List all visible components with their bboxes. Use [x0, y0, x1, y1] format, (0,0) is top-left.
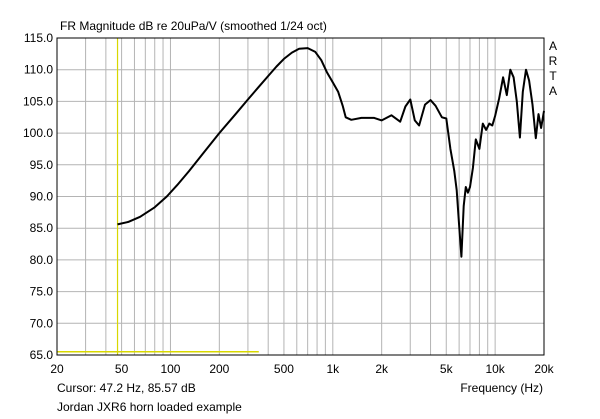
y-tick-label: 115.0	[24, 31, 53, 45]
arta-letter: A	[549, 39, 557, 53]
x-tick-label: 2k	[375, 362, 389, 376]
y-tick-labels: 115.0 110.0 105.0 100.0 95.0 90.0 85.0 80.0 75.0…	[23, 31, 53, 362]
cursor-readout: Cursor: 47.2 Hz, 85.57 dB	[57, 381, 196, 395]
y-tick-label: 105.0	[23, 94, 53, 108]
x-tick-label: 50	[115, 362, 129, 376]
x-tick-label: 1k	[326, 362, 340, 376]
x-tick-labels: 20 50 100 200 500 1k 2k 5k 10k 20k	[50, 362, 554, 376]
chart-caption: Jordan JXR6 horn loaded example	[57, 400, 242, 414]
plot-frame	[56, 37, 545, 356]
y-tick-label: 80.0	[30, 253, 54, 267]
x-tick-label: 5k	[440, 362, 454, 376]
chart-title: FR Magnitude dB re 20uPa/V (smoothed 1/2…	[60, 19, 327, 33]
x-tick-label: 20k	[534, 362, 554, 376]
arta-letter: R	[549, 54, 558, 68]
y-tick-label: 95.0	[30, 158, 54, 172]
y-tick-label: 70.0	[30, 316, 54, 330]
y-tick-label: 110.0	[24, 63, 53, 77]
y-tick-label: 85.0	[30, 221, 54, 235]
y-tick-label: 90.0	[30, 190, 54, 204]
x-tick-label: 200	[209, 362, 229, 376]
y-tick-label: 75.0	[30, 285, 54, 299]
arta-letter: A	[549, 84, 557, 98]
frequency-response-line	[117, 47, 545, 258]
arta-letter: T	[549, 69, 557, 83]
major-gridlines	[57, 69, 544, 324]
x-axis-label: Frequency (Hz)	[460, 381, 543, 395]
y-tick-label: 65.0	[30, 348, 54, 362]
x-tick-label: 100	[160, 362, 180, 376]
y-tick-label: 100.0	[23, 126, 53, 140]
x-tick-label: 10k	[485, 362, 505, 376]
x-tick-label: 20	[50, 362, 64, 376]
series-layer	[57, 38, 545, 355]
x-tick-label: 500	[274, 362, 294, 376]
